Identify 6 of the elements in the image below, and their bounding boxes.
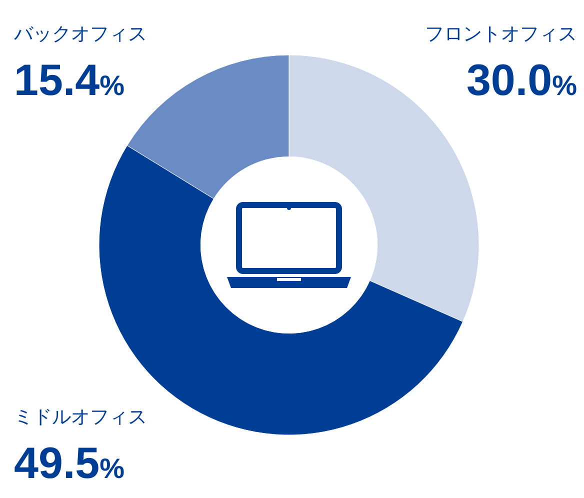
data-label: 15.4% bbox=[14, 56, 125, 105]
data-label: 30.0% bbox=[466, 56, 578, 105]
data-label: 49.5% bbox=[14, 439, 125, 488]
slice-label: バックオフィス bbox=[13, 23, 147, 45]
slice-label: ミドルオフィス bbox=[14, 406, 147, 428]
slice-label: フロントオフィス bbox=[425, 23, 577, 45]
